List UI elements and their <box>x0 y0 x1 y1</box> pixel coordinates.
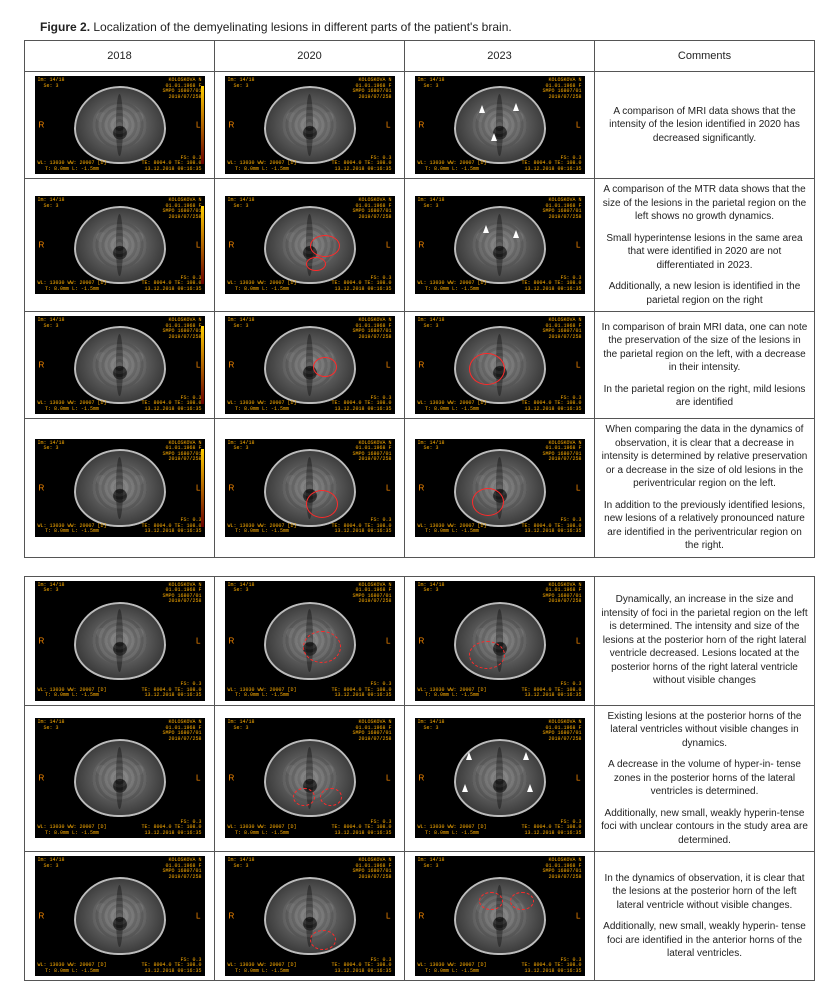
figure-title: Localization of the demyelinating lesion… <box>93 20 511 34</box>
comment-cell: In the dynamics of observation, it is cl… <box>595 852 815 981</box>
mri-image: Im: 14/18 Se: 3 KOLOSKOVA N 01.01.1968 F… <box>35 76 205 174</box>
table-row: Im: 14/18 Se: 3 KOLOSKOVA N 01.01.1968 F… <box>25 852 815 981</box>
mri-cell: Im: 14/18 Se: 3 KOLOSKOVA N 01.01.1968 F… <box>405 705 595 852</box>
mri-table-1: 2018 2020 2023 Comments Im: 14/18 Se: 3 … <box>24 40 815 558</box>
comment-cell: In comparison of brain MRI data, one can… <box>595 312 815 419</box>
comment-paragraph: Additionally, new small, weakly hyperin-… <box>601 807 808 848</box>
comment-paragraph: A comparison of the MTR data shows that … <box>601 183 808 224</box>
table-row: Im: 14/18 Se: 3 KOLOSKOVA N 01.01.1968 F… <box>25 576 815 705</box>
mri-cell: Im: 14/18 Se: 3 KOLOSKOVA N 01.01.1968 F… <box>25 419 215 558</box>
figure-label: Figure 2 <box>40 20 87 34</box>
mri-image: Im: 14/18 Se: 3 KOLOSKOVA N 01.01.1968 F… <box>35 581 205 701</box>
mri-cell: Im: 14/18 Se: 3 KOLOSKOVA N 01.01.1968 F… <box>215 419 405 558</box>
header-2018: 2018 <box>25 41 215 72</box>
mri-image: Im: 14/18 Se: 3 KOLOSKOVA N 01.01.1968 F… <box>415 581 585 701</box>
comment-cell: Dynamically, an increase in the size and… <box>595 576 815 705</box>
header-comments: Comments <box>595 41 815 72</box>
mri-cell: Im: 14/18 Se: 3 KOLOSKOVA N 01.01.1968 F… <box>405 576 595 705</box>
comment-cell: When comparing the data in the dynamics … <box>595 419 815 558</box>
table-row: Im: 14/18 Se: 3 KOLOSKOVA N 01.01.1968 F… <box>25 312 815 419</box>
mri-cell: Im: 14/18 Se: 3 KOLOSKOVA N 01.01.1968 F… <box>25 312 215 419</box>
mri-cell: Im: 14/18 Se: 3 KOLOSKOVA N 01.01.1968 F… <box>405 852 595 981</box>
mri-cell: Im: 14/18 Se: 3 KOLOSKOVA N 01.01.1968 F… <box>405 312 595 419</box>
mri-image: Im: 14/18 Se: 3 KOLOSKOVA N 01.01.1968 F… <box>35 196 205 294</box>
comment-paragraph: Small hyperintense lesions in the same a… <box>601 232 808 273</box>
mri-image: Im: 14/18 Se: 3 KOLOSKOVA N 01.01.1968 F… <box>225 316 395 414</box>
table-row: Im: 14/18 Se: 3 KOLOSKOVA N 01.01.1968 F… <box>25 72 815 179</box>
comment-paragraph: A comparison of MRI data shows that the … <box>601 105 808 146</box>
mri-image: Im: 14/18 Se: 3 KOLOSKOVA N 01.01.1968 F… <box>415 439 585 537</box>
mri-cell: Im: 14/18 Se: 3 KOLOSKOVA N 01.01.1968 F… <box>25 705 215 852</box>
mri-table-2: Im: 14/18 Se: 3 KOLOSKOVA N 01.01.1968 F… <box>24 576 815 982</box>
mri-cell: Im: 14/18 Se: 3 KOLOSKOVA N 01.01.1968 F… <box>25 72 215 179</box>
mri-cell: Im: 14/18 Se: 3 KOLOSKOVA N 01.01.1968 F… <box>25 852 215 981</box>
comment-paragraph: In comparison of brain MRI data, one can… <box>601 321 808 375</box>
comment-paragraph: In the dynamics of observation, it is cl… <box>601 872 808 913</box>
figure-caption: Figure 2. Localization of the demyelinat… <box>40 20 819 34</box>
comment-paragraph: Dynamically, an increase in the size and… <box>601 593 808 688</box>
mri-cell: Im: 14/18 Se: 3 KOLOSKOVA N 01.01.1968 F… <box>215 312 405 419</box>
comment-paragraph: A decrease in the volume of hyper-in- te… <box>601 758 808 799</box>
mri-image: Im: 14/18 Se: 3 KOLOSKOVA N 01.01.1968 F… <box>225 76 395 174</box>
mri-cell: Im: 14/18 Se: 3 KOLOSKOVA N 01.01.1968 F… <box>25 179 215 312</box>
mri-image: Im: 14/18 Se: 3 KOLOSKOVA N 01.01.1968 F… <box>415 76 585 174</box>
mri-cell: Im: 14/18 Se: 3 KOLOSKOVA N 01.01.1968 F… <box>215 705 405 852</box>
comment-cell: Existing lesions at the posterior horns … <box>595 705 815 852</box>
mri-cell: Im: 14/18 Se: 3 KOLOSKOVA N 01.01.1968 F… <box>215 179 405 312</box>
mri-image: Im: 14/18 Se: 3 KOLOSKOVA N 01.01.1968 F… <box>415 316 585 414</box>
comment-paragraph: Existing lesions at the posterior horns … <box>601 710 808 751</box>
mri-cell: Im: 14/18 Se: 3 KOLOSKOVA N 01.01.1968 F… <box>215 72 405 179</box>
mri-image: Im: 14/18 Se: 3 KOLOSKOVA N 01.01.1968 F… <box>225 581 395 701</box>
mri-cell: Im: 14/18 Se: 3 KOLOSKOVA N 01.01.1968 F… <box>215 852 405 981</box>
mri-cell: Im: 14/18 Se: 3 KOLOSKOVA N 01.01.1968 F… <box>215 576 405 705</box>
header-2023: 2023 <box>405 41 595 72</box>
mri-cell: Im: 14/18 Se: 3 KOLOSKOVA N 01.01.1968 F… <box>405 179 595 312</box>
mri-image: Im: 14/18 Se: 3 KOLOSKOVA N 01.01.1968 F… <box>35 718 205 838</box>
mri-image: Im: 14/18 Se: 3 KOLOSKOVA N 01.01.1968 F… <box>225 196 395 294</box>
mri-image: Im: 14/18 Se: 3 KOLOSKOVA N 01.01.1968 F… <box>415 856 585 976</box>
comment-paragraph: Additionally, a new lesion is identified… <box>601 280 808 307</box>
comment-cell: A comparison of MRI data shows that the … <box>595 72 815 179</box>
mri-image: Im: 14/18 Se: 3 KOLOSKOVA N 01.01.1968 F… <box>415 196 585 294</box>
table-row: Im: 14/18 Se: 3 KOLOSKOVA N 01.01.1968 F… <box>25 419 815 558</box>
mri-image: Im: 14/18 Se: 3 KOLOSKOVA N 01.01.1968 F… <box>35 316 205 414</box>
comment-cell: A comparison of the MTR data shows that … <box>595 179 815 312</box>
comment-paragraph: In addition to the previously identified… <box>601 499 808 553</box>
mri-cell: Im: 14/18 Se: 3 KOLOSKOVA N 01.01.1968 F… <box>405 72 595 179</box>
comment-paragraph: When comparing the data in the dynamics … <box>601 423 808 491</box>
comment-paragraph: In the parietal region on the right, mil… <box>601 383 808 410</box>
mri-image: Im: 14/18 Se: 3 KOLOSKOVA N 01.01.1968 F… <box>415 718 585 838</box>
mri-cell: Im: 14/18 Se: 3 KOLOSKOVA N 01.01.1968 F… <box>25 576 215 705</box>
header-2020: 2020 <box>215 41 405 72</box>
table-row: Im: 14/18 Se: 3 KOLOSKOVA N 01.01.1968 F… <box>25 705 815 852</box>
mri-cell: Im: 14/18 Se: 3 KOLOSKOVA N 01.01.1968 F… <box>405 419 595 558</box>
table-row: Im: 14/18 Se: 3 KOLOSKOVA N 01.01.1968 F… <box>25 179 815 312</box>
mri-image: Im: 14/18 Se: 3 KOLOSKOVA N 01.01.1968 F… <box>225 439 395 537</box>
mri-image: Im: 14/18 Se: 3 KOLOSKOVA N 01.01.1968 F… <box>225 718 395 838</box>
mri-image: Im: 14/18 Se: 3 KOLOSKOVA N 01.01.1968 F… <box>225 856 395 976</box>
comment-paragraph: Additionally, new small, weakly hyperin-… <box>601 920 808 961</box>
mri-image: Im: 14/18 Se: 3 KOLOSKOVA N 01.01.1968 F… <box>35 856 205 976</box>
header-row: 2018 2020 2023 Comments <box>25 41 815 72</box>
mri-image: Im: 14/18 Se: 3 KOLOSKOVA N 01.01.1968 F… <box>35 439 205 537</box>
